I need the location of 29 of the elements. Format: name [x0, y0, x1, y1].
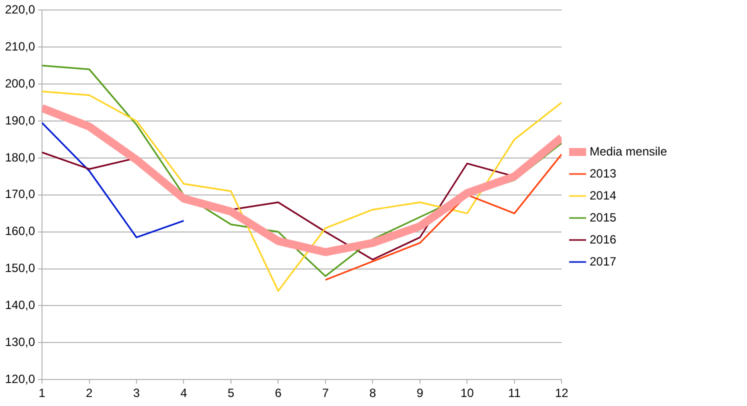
y-tick-label: 180,0 — [5, 150, 36, 164]
y-tick-label: 160,0 — [5, 224, 36, 238]
legend-label: 2014 — [590, 188, 617, 202]
x-tick-label: 3 — [133, 386, 140, 400]
y-tick-label: 150,0 — [5, 261, 36, 276]
legend-label: 2016 — [590, 232, 617, 246]
x-tick-label: 12 — [554, 386, 569, 400]
x-tick-label: 7 — [322, 386, 330, 400]
y-tick-label: 210,0 — [5, 39, 36, 54]
y-tick-label: 130,0 — [5, 334, 36, 349]
x-tick-label: 6 — [274, 386, 282, 400]
y-tick-label: 190,0 — [5, 113, 36, 128]
y-tick-label: 140,0 — [5, 298, 36, 312]
legend-label: 2017 — [590, 254, 617, 268]
y-tick-label: 170,0 — [5, 187, 36, 202]
x-tick-label: 8 — [369, 386, 376, 400]
x-tick-label: 10 — [460, 386, 474, 400]
x-tick-label: 5 — [228, 386, 235, 400]
x-tick-label: 9 — [416, 386, 424, 400]
x-tick-label: 1 — [38, 386, 46, 400]
y-tick-label: 220,0 — [5, 2, 36, 17]
y-tick-label: 200,0 — [5, 76, 36, 90]
legend-label: 2013 — [590, 166, 617, 180]
y-tick-label: 120,0 — [5, 372, 36, 386]
x-tick-label: 11 — [508, 386, 521, 400]
legend-label: 2015 — [590, 210, 617, 224]
x-tick-label: 4 — [180, 386, 188, 400]
legend-label: Media mensile — [590, 144, 668, 158]
x-tick-label: 2 — [86, 386, 93, 400]
